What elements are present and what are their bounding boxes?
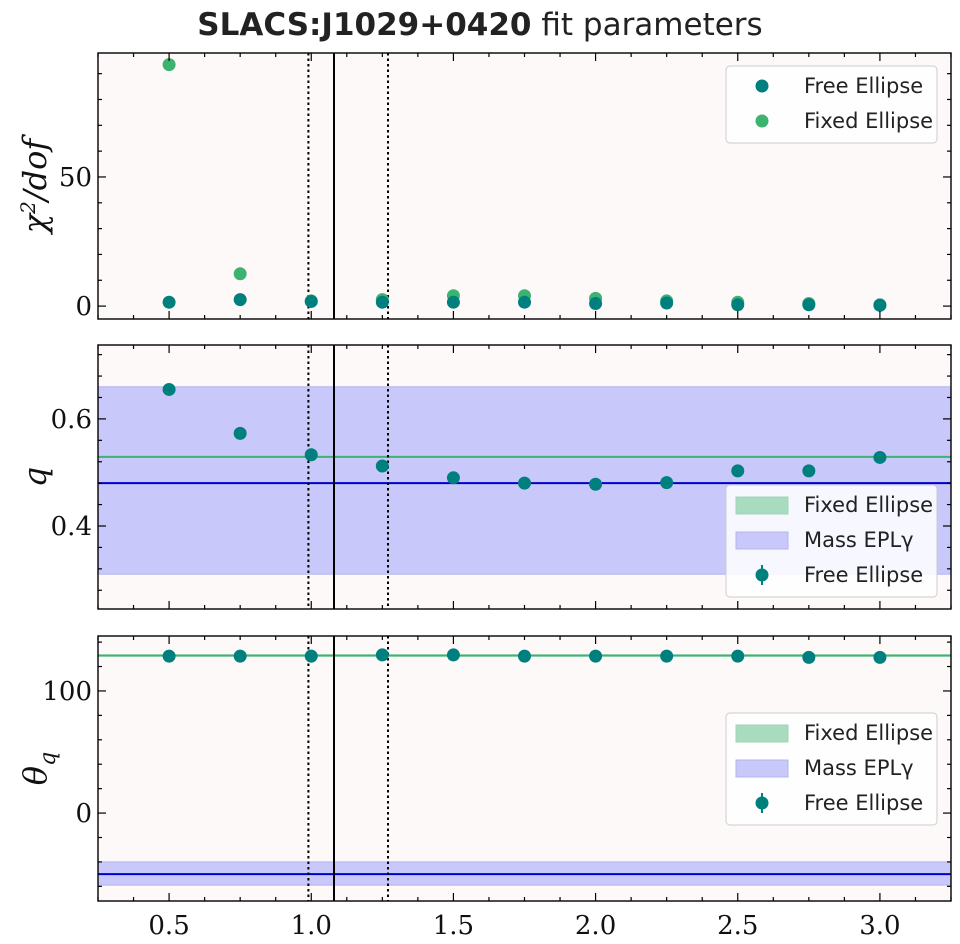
free-ellipse-point: [518, 476, 531, 490]
y-tick-label: 50: [59, 163, 92, 193]
y-tick-label: 0.6: [51, 405, 92, 435]
y-axis-label-text: θq: [16, 752, 61, 785]
free-ellipse-point: [446, 471, 460, 485]
y-axis-label-text: q: [16, 467, 54, 487]
y-axis-label: χ2/dof: [16, 134, 54, 236]
x-tick-label: 1.0: [291, 911, 332, 941]
free-ellipse-point: [375, 459, 389, 473]
legend-label: Fixed Ellipse: [804, 721, 933, 745]
mass-epl-swatch: [735, 759, 789, 778]
free-ellipse-point: [660, 649, 674, 663]
fixed-ellipse-point: [233, 267, 247, 281]
figure-title: SLACS:J1029+0420 fit parameters: [197, 7, 762, 43]
legend-label: Mass EPLγ: [804, 756, 914, 780]
free-ellipse-point: [304, 649, 318, 663]
y-tick-label: 100: [42, 677, 92, 707]
y-axis-label-text: χ2/dof: [16, 134, 54, 236]
legend-entry: Fixed Ellipse: [735, 721, 933, 745]
title-target: SLACS:J1029+0420: [197, 7, 531, 43]
x-tick-label: 0.5: [148, 911, 189, 941]
free-ellipse-point: [304, 448, 318, 462]
fixed-ellipse-marker: [755, 114, 769, 128]
legend-label: Free Ellipse: [804, 563, 923, 587]
legend-entry: Mass EPLγ: [735, 528, 914, 552]
y-axis-label: q: [16, 467, 54, 487]
legend-entry: Free Ellipse: [755, 563, 923, 587]
free-ellipse-marker: [755, 796, 769, 810]
ylabel-subscript: q: [36, 752, 61, 766]
free-ellipse-point: [304, 294, 318, 308]
free-ellipse-point: [660, 296, 674, 310]
x-tick-label: 3.0: [859, 911, 900, 941]
free-ellipse-marker: [755, 79, 769, 93]
free-ellipse-point: [375, 295, 389, 309]
free-ellipse-point: [446, 648, 460, 662]
legend-entry: Free Ellipse: [755, 791, 923, 815]
y-axis-label: θq: [16, 752, 61, 785]
free-ellipse-point: [731, 649, 745, 663]
free-ellipse-point: [589, 297, 603, 311]
x-tick-label: 2.0: [575, 911, 616, 941]
free-ellipse-point: [731, 464, 745, 478]
ylabel-part: χ: [16, 212, 54, 235]
free-ellipse-point: [660, 476, 674, 490]
free-ellipse-point: [873, 450, 887, 464]
free-ellipse-point: [446, 295, 460, 309]
legend-label: Fixed Ellipse: [804, 109, 933, 133]
title-suffix: fit parameters: [532, 7, 763, 43]
legend-entry: Free Ellipse: [755, 74, 923, 98]
free-ellipse-point: [233, 649, 247, 663]
legend-label: Free Ellipse: [804, 74, 923, 98]
free-ellipse-marker: [755, 568, 769, 582]
free-ellipse-point: [162, 649, 176, 663]
y-tick-label: 0: [75, 799, 92, 829]
free-ellipse-point: [589, 649, 603, 663]
y-tick-label: 0.4: [51, 512, 92, 542]
y-tick-label: 0: [75, 292, 92, 322]
legend-label: Free Ellipse: [804, 791, 923, 815]
x-tick-label: 2.5: [717, 911, 758, 941]
x-tick-label: 1.5: [433, 911, 474, 941]
free-ellipse-point: [162, 382, 176, 396]
free-ellipse-point: [233, 426, 247, 440]
legend: Fixed Ellipse Mass EPLγ Free Ellipse: [725, 712, 938, 826]
free-ellipse-point: [802, 650, 816, 664]
free-ellipse-point: [233, 293, 247, 307]
mass-epl-swatch: [735, 531, 789, 550]
legend-label: Mass EPLγ: [804, 528, 914, 552]
free-ellipse-point: [873, 298, 887, 312]
free-ellipse-point: [375, 648, 389, 662]
fixed-ellipse-swatch: [735, 496, 789, 515]
free-ellipse-point: [518, 295, 531, 309]
free-ellipse-point: [802, 298, 816, 312]
legend-label: Fixed Ellipse: [804, 493, 933, 517]
legend-entry: Fixed Ellipse: [735, 493, 933, 517]
legend-entry: Fixed Ellipse: [755, 109, 933, 133]
fixed-ellipse-swatch: [735, 724, 789, 743]
ylabel-superscript: 2: [16, 201, 40, 215]
legend-frame: [725, 65, 938, 144]
ylabel-part: /dof: [16, 134, 54, 205]
legend: Free Ellipse Fixed Ellipse: [725, 65, 938, 144]
free-ellipse-point: [802, 464, 816, 478]
free-ellipse-point: [589, 477, 603, 491]
legend-entry: Mass EPLγ: [735, 756, 914, 780]
free-ellipse-point: [162, 295, 176, 309]
fixed-ellipse-point: [162, 58, 176, 72]
legend: Fixed Ellipse Mass EPLγ Free Ellipse: [725, 484, 938, 598]
free-ellipse-point: [731, 298, 745, 312]
ylabel-part: θ: [16, 766, 54, 785]
free-ellipse-point: [873, 650, 887, 664]
free-ellipse-point: [518, 649, 531, 663]
